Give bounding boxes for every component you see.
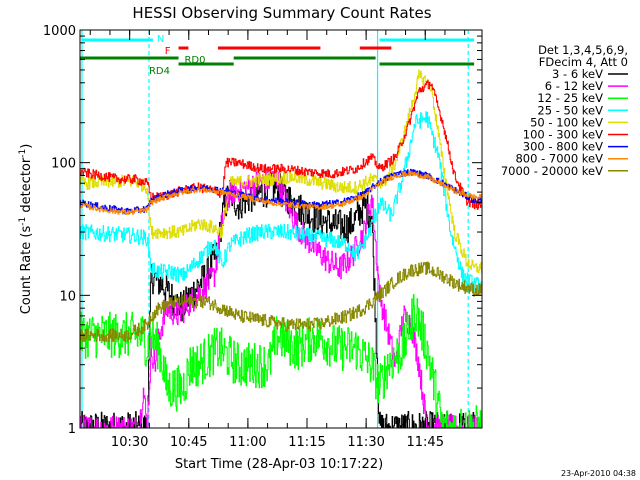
series-line-3 — [80, 294, 482, 428]
x-tick-label-6: 11:45 — [407, 435, 444, 450]
footer-timestamp: 23-Apr-2010 04:38 — [561, 469, 636, 478]
flag-label-rd0: RD0 — [184, 55, 205, 66]
series-line-9 — [80, 261, 482, 343]
series-line-8 — [80, 170, 482, 215]
y-axis-label: Count Rate (s-1 detector-1) — [18, 144, 34, 315]
legend: Det 1,3,4,5,6,9, FDecim 4, Att 0 3 - 6 k… — [501, 43, 628, 178]
series-line-2 — [80, 168, 482, 428]
series-line-6 — [80, 80, 482, 210]
legend-entry-label-5: 50 - 100 keV — [530, 115, 603, 129]
x-tick-label-2: 10:45 — [170, 435, 207, 450]
legend-header-line-2: FDecim 4, Att 0 — [539, 55, 628, 69]
legend-entry-label-9: 7000 - 20000 keV — [501, 164, 603, 178]
series-line-5 — [80, 69, 482, 274]
plot-frame — [79, 29, 483, 429]
x-tick-label-3: 11:00 — [229, 435, 266, 450]
plot-content — [80, 30, 482, 428]
x-tick-label-5: 11:30 — [347, 435, 384, 450]
legend-entry-label-4: 25 - 50 keV — [537, 103, 603, 117]
series-line-4 — [80, 111, 482, 293]
flag-label-f: F — [165, 46, 171, 57]
legend-entry-label-3: 12 - 25 keV — [537, 91, 603, 105]
y-tick-label-3: 100 — [51, 157, 76, 172]
flag-label-n: N — [157, 34, 164, 45]
x-axis-label: Start Time (28-Apr-03 10:17:22) — [175, 457, 383, 472]
flag-label-rd4: RD4 — [149, 66, 170, 77]
series-line-7 — [80, 168, 482, 215]
chart-title: HESSI Observing Summary Count Rates — [132, 4, 431, 22]
y-tick-label-1: 1 — [68, 422, 76, 437]
x-tick-label-1: 10:30 — [111, 435, 148, 450]
legend-entry-label-1: 3 - 6 keV — [552, 67, 603, 81]
legend-entry-label-8: 800 - 7000 keV — [515, 152, 603, 166]
axes: 10:30 10:45 11:00 11:15 11:30 11:45 1 10 100 1000 — [43, 24, 482, 450]
y-tick-label-4: 1000 — [43, 24, 76, 39]
x-tick-label-4: 11:15 — [288, 435, 325, 450]
flag-bars: NF RD0 RD4 — [80, 34, 475, 77]
legend-header-line-1: Det 1,3,4,5,6,9, — [538, 43, 628, 57]
legend-entry-label-2: 6 - 12 keV — [545, 79, 603, 93]
legend-entry-label-7: 300 - 800 keV — [523, 140, 603, 154]
y-tick-label-2: 10 — [59, 289, 76, 304]
legend-entry-label-6: 100 - 300 keV — [523, 128, 603, 142]
